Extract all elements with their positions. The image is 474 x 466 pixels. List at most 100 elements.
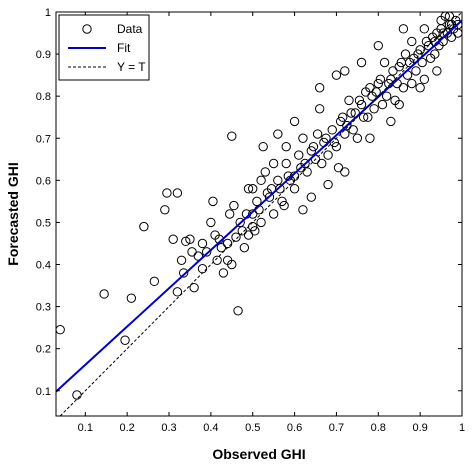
data-point (178, 268, 189, 278)
data-point (340, 66, 350, 76)
y-tick-label: 0.2 (36, 344, 51, 356)
legend-data-label: Data (117, 22, 143, 36)
data-point (227, 131, 237, 141)
data-point (363, 112, 373, 122)
data-point (273, 129, 283, 139)
data-point (139, 221, 149, 232)
data-point (277, 196, 287, 207)
data-point (327, 125, 337, 135)
data-point (331, 141, 342, 152)
data-point (358, 112, 369, 122)
legend-fit-label: Fit (117, 41, 131, 55)
data-point (342, 120, 352, 131)
x-tick-label: 1 (459, 422, 465, 434)
data-point (250, 226, 260, 236)
x-tick-label: 0.2 (120, 422, 135, 434)
data-point (275, 184, 285, 194)
data-point (306, 192, 317, 202)
data-point (248, 184, 258, 194)
data-point (411, 66, 421, 76)
plot-frame (55, 11, 463, 417)
data-point (354, 95, 365, 106)
y-tick-label: 0.8 (36, 91, 51, 103)
legend-identity-label: Y = T (117, 60, 146, 74)
data-point (168, 234, 178, 244)
data-point (176, 255, 187, 265)
y-tick-label: 0.6 (36, 175, 51, 187)
y-tick-label: 0.5 (36, 217, 51, 229)
y-tick-label: 0.7 (36, 133, 51, 145)
data-point (289, 184, 300, 194)
data-point (216, 242, 227, 253)
fit-lines (56, 12, 462, 416)
data-point (398, 24, 409, 34)
x-tick-label: 0.5 (245, 422, 260, 434)
data-point (338, 112, 348, 122)
data-point (417, 57, 427, 68)
data-point (201, 247, 212, 257)
x-tick-label: 0.1 (78, 422, 93, 434)
data-point (331, 70, 342, 80)
data-point (162, 188, 172, 198)
data-point (365, 133, 375, 143)
data-point (346, 108, 356, 118)
data-point (407, 78, 417, 89)
data-point (264, 192, 275, 202)
x-tick-label: 0.4 (203, 422, 218, 434)
fit-line (56, 19, 462, 393)
data-point (419, 74, 430, 85)
x-tick-label: 0.3 (161, 422, 176, 434)
data-point (371, 87, 381, 97)
data-point (289, 116, 300, 127)
data-point (279, 200, 289, 211)
y-axis-ticks: 0.1 0.2 0.3 0.4 0.5 0.6 0.7 0.8 0.9 1 (36, 7, 462, 398)
data-point (317, 158, 327, 169)
data-point (72, 390, 82, 400)
data-point (356, 57, 367, 68)
data-point (413, 49, 423, 59)
data-marks (56, 12, 462, 400)
data-point (172, 188, 183, 198)
data-point (218, 268, 229, 278)
x-axis-label: Observed GHI (212, 446, 305, 462)
data-point (126, 293, 137, 303)
y-tick-label: 0.9 (36, 49, 51, 61)
data-point (206, 217, 216, 228)
data-point (225, 209, 235, 219)
data-point (312, 129, 323, 139)
data-point (120, 335, 130, 345)
x-tick-label: 0.7 (329, 422, 344, 434)
data-point (268, 209, 279, 219)
x-tick-label: 0.8 (371, 422, 386, 434)
y-axis-label: Forecasted GHI (5, 162, 21, 265)
data-point (189, 282, 199, 293)
y-tick-label: 0.3 (36, 302, 51, 314)
data-point (308, 141, 319, 152)
y-tick-label: 0.1 (36, 386, 51, 398)
data-point (419, 24, 430, 34)
data-point (256, 175, 266, 186)
data-point (237, 226, 247, 236)
data-point (430, 49, 440, 59)
data-point (149, 276, 160, 287)
data-point (294, 150, 304, 160)
data-point (231, 232, 241, 242)
data-point (306, 146, 317, 156)
data-point (300, 158, 310, 169)
data-point (323, 179, 333, 190)
data-point (344, 95, 354, 106)
data-point (400, 49, 411, 59)
data-point (373, 40, 383, 51)
x-axis-ticks: 0.1 0.2 0.3 0.4 0.5 0.6 0.7 0.8 0.9 1 (78, 12, 465, 434)
x-tick-label: 0.9 (412, 422, 427, 434)
x-tick-label: 0.6 (287, 422, 302, 434)
data-point (239, 242, 250, 253)
data-point (185, 234, 195, 244)
data-point (56, 325, 65, 335)
data-point (229, 200, 239, 211)
data-point (373, 78, 383, 89)
data-point (432, 66, 442, 76)
data-point (386, 116, 396, 127)
data-point (243, 184, 254, 194)
